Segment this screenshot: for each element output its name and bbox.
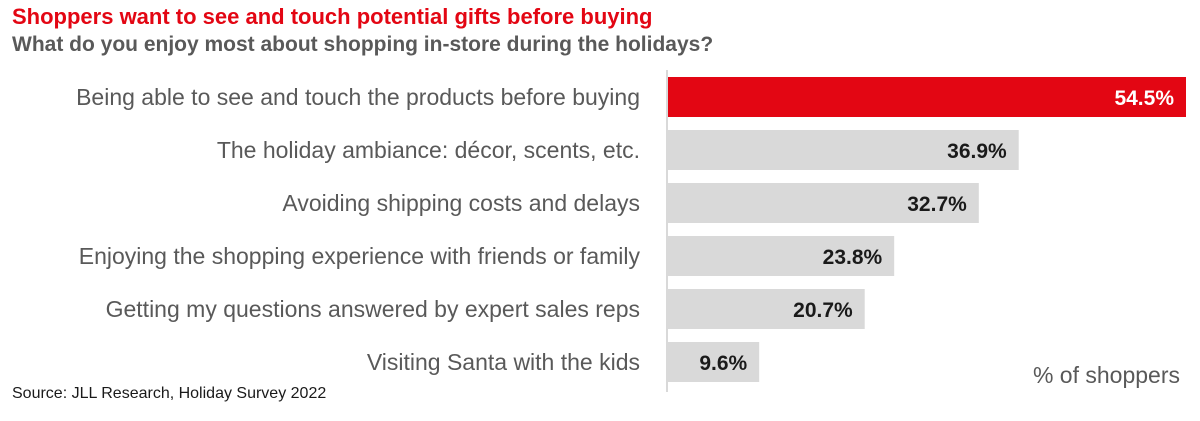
bar-1 xyxy=(668,77,1186,117)
category-label-5: Getting my questions answered by expert … xyxy=(106,296,640,322)
category-label-2: The holiday ambiance: décor, scents, etc… xyxy=(217,137,640,163)
unit-note: % of shoppers xyxy=(1032,362,1180,388)
category-label-4: Enjoying the shopping experience with fr… xyxy=(79,243,641,269)
value-label-1: 54.5% xyxy=(1114,87,1174,110)
bar-4 xyxy=(668,236,895,276)
value-label-2: 36.9% xyxy=(947,140,1007,163)
category-label-3: Avoiding shipping costs and delays xyxy=(282,190,640,216)
category-label-1: Being able to see and touch the products… xyxy=(76,84,640,110)
bar-2 xyxy=(668,130,1019,170)
bar-6 xyxy=(668,342,760,382)
bar-3 xyxy=(668,183,979,223)
value-label-5: 20.7% xyxy=(793,299,853,322)
chart-subtitle: What do you enjoy most about shopping in… xyxy=(12,33,714,56)
value-label-4: 23.8% xyxy=(823,246,883,269)
chart-title: Shoppers want to see and touch potential… xyxy=(12,4,653,29)
source-note: Source: JLL Research, Holiday Survey 202… xyxy=(12,385,327,402)
value-label-3: 32.7% xyxy=(907,193,967,216)
category-label-6: Visiting Santa with the kids xyxy=(367,349,640,375)
bar-5 xyxy=(668,289,865,329)
value-label-6: 9.6% xyxy=(699,352,747,375)
